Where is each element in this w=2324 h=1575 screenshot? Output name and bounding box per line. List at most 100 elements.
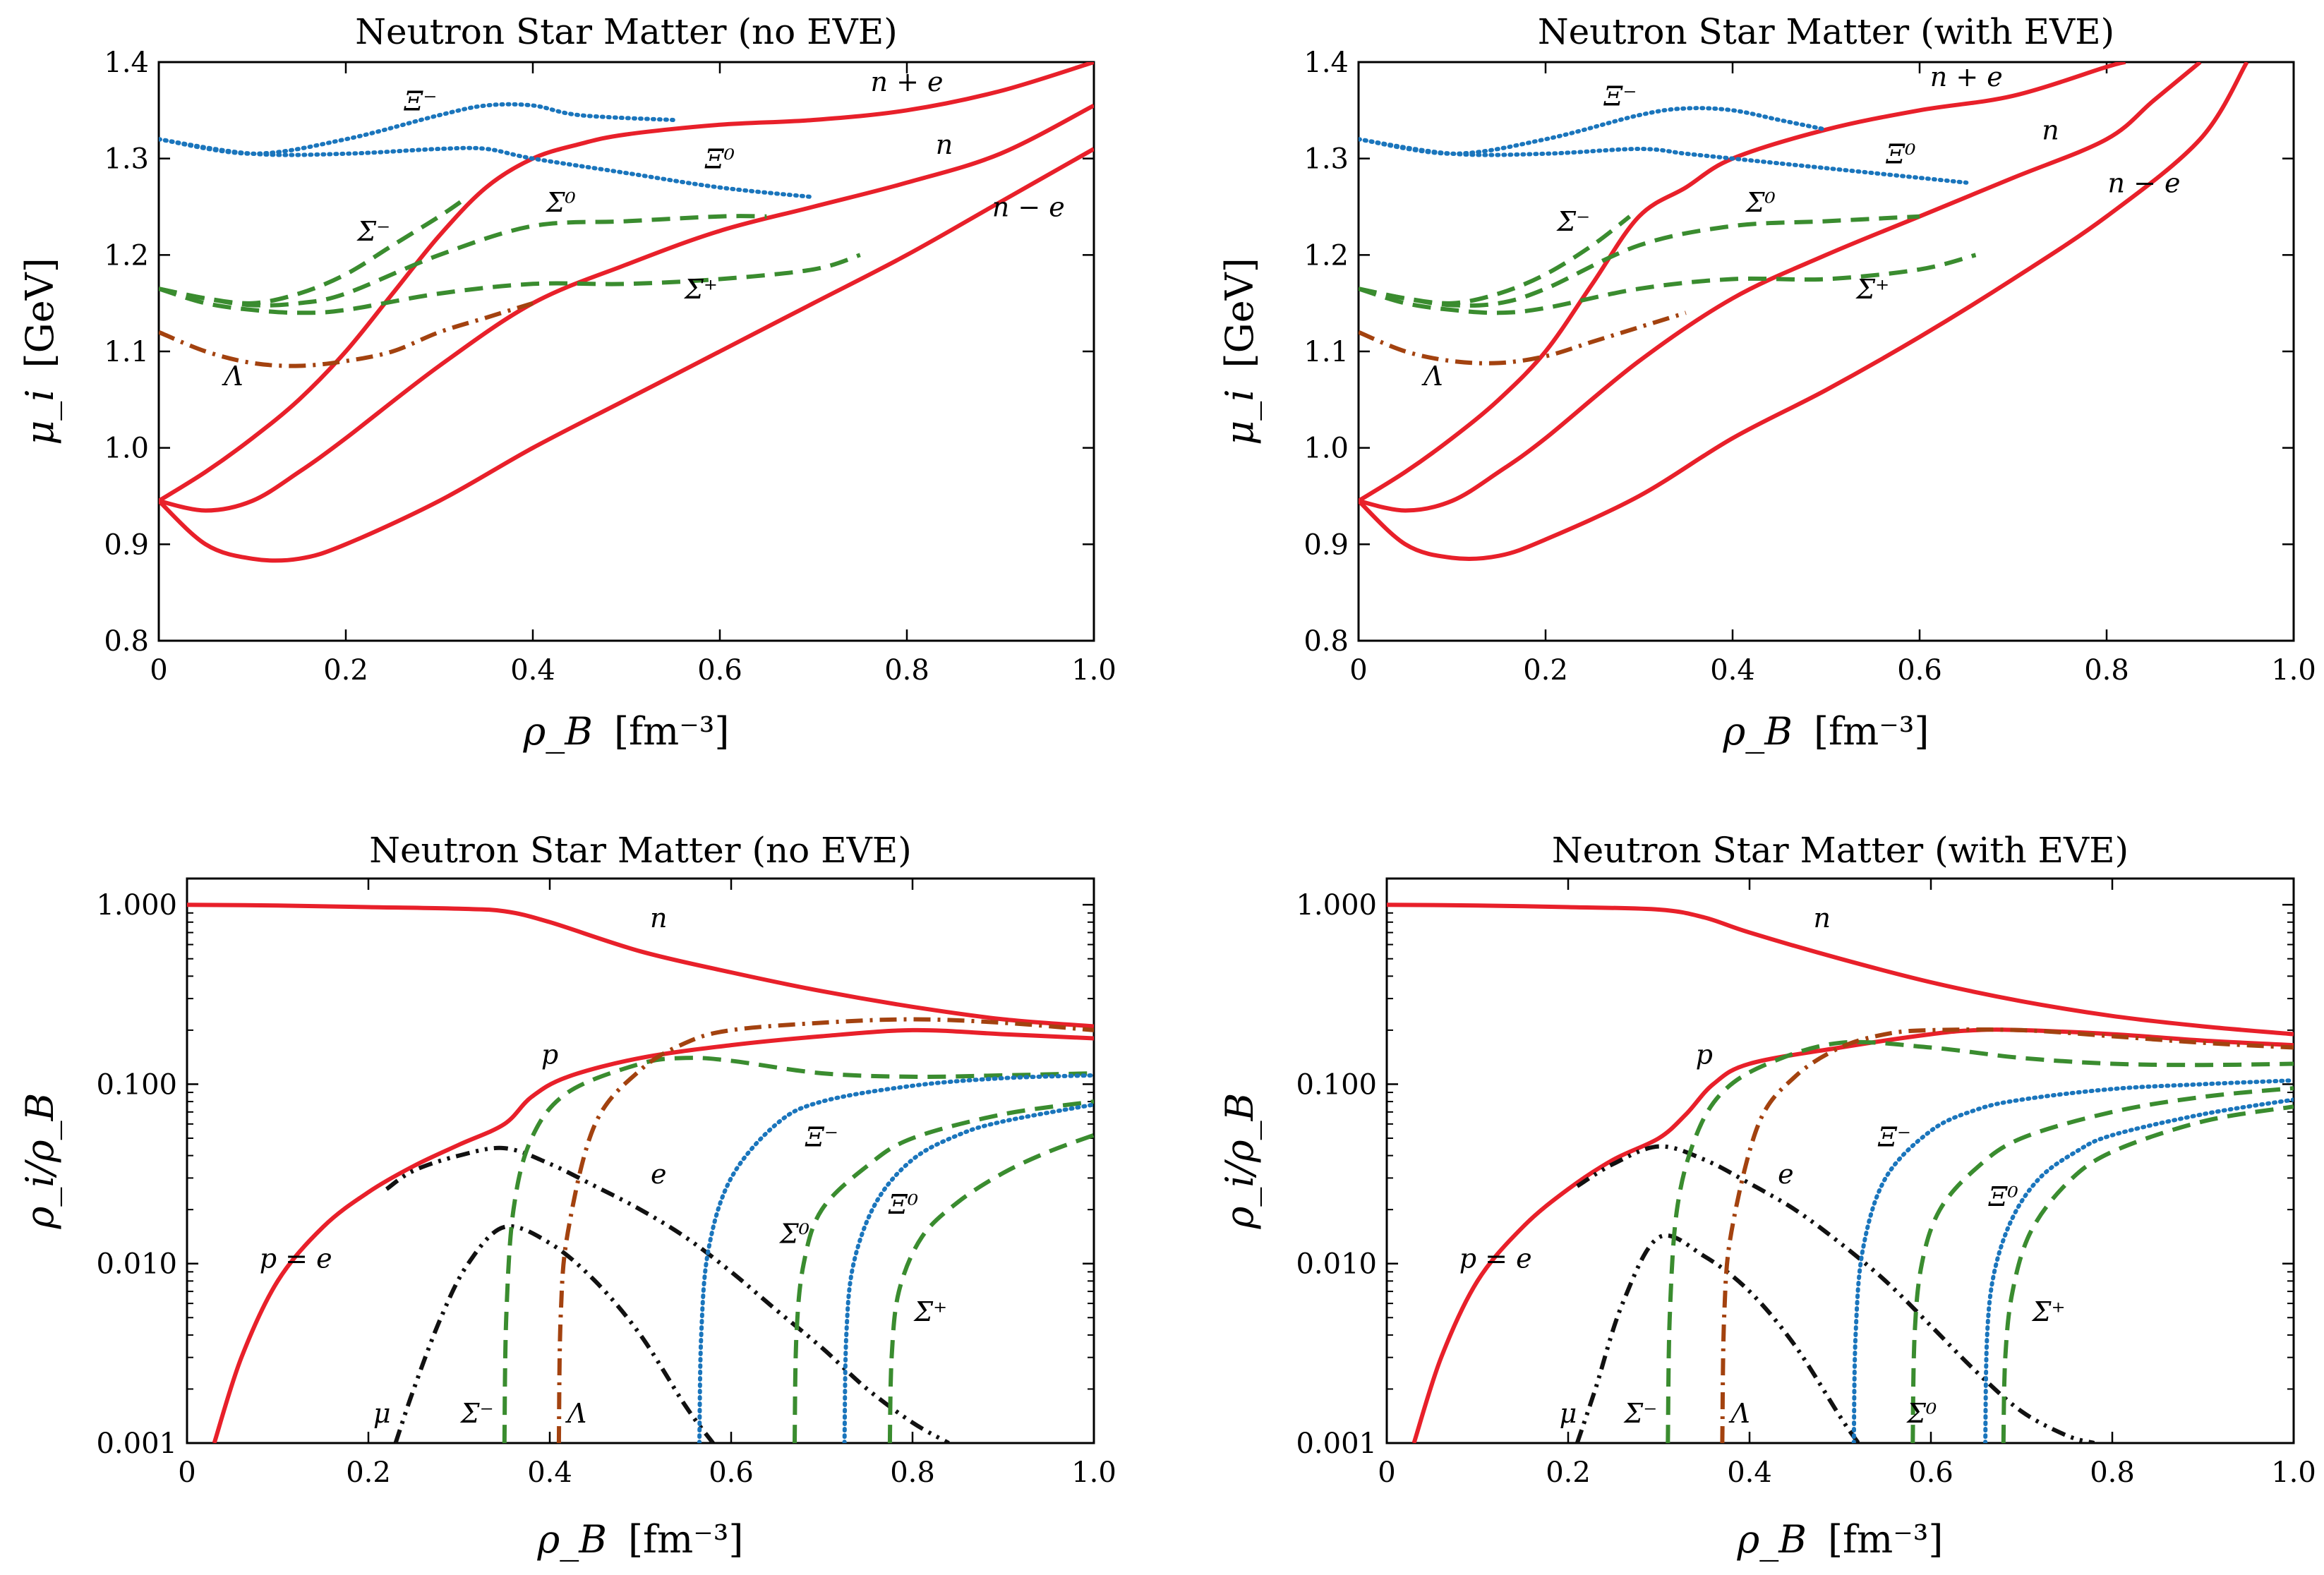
y-tick-label: 1.4	[1304, 47, 1349, 79]
series-line-Σ⁺	[887, 1133, 1094, 1443]
x-tick-label: 0.2	[1546, 1456, 1591, 1489]
x-tick-label: 0.6	[1908, 1456, 1953, 1489]
series-line-p	[212, 1027, 1094, 1443]
y-tick-label: 0.100	[1296, 1068, 1377, 1101]
series-line-Ξ⁻	[1851, 1078, 2294, 1443]
y-axis-label: ρ_i/ρ_B	[1217, 1093, 1262, 1230]
y-tick-label: 1.000	[1296, 889, 1377, 922]
curve-label: n	[936, 129, 953, 160]
y-tick-label: 1.0	[104, 433, 149, 465]
x-axis-label: ρ_B [fm⁻³]	[1737, 1517, 1944, 1562]
chart-panel-mu-no-eve: Neutron Star Matter (no EVE) 0 0.2 0.4 0.6 0.…	[18, 11, 1116, 754]
series-group	[187, 903, 1094, 1443]
curve-label: n − e	[992, 192, 1065, 223]
y-tick-label: 0.8	[104, 625, 149, 658]
curve-label: Σ⁰	[778, 1219, 809, 1250]
series-line-Ξ⁻	[697, 1073, 1094, 1443]
x-tick-label: 0.2	[1523, 654, 1568, 687]
y-tick-label: 1.000	[96, 889, 177, 922]
y-tick-label: 1.0	[1304, 433, 1349, 465]
y-tick-label: 1.1	[104, 336, 149, 368]
curve-label: Σ⁺	[683, 274, 718, 305]
x-axis-symbol: ρ_B	[1737, 1517, 1807, 1562]
y-tick-label: 1.2	[104, 239, 149, 272]
series-line-Σ⁻	[1359, 215, 1632, 306]
y-axis-symbol: ρ_i/ρ_B	[1217, 1093, 1262, 1230]
y-axis-label: ρ_i/ρ_B	[18, 1093, 62, 1230]
chart-panel-frac-with-eve: Neutron Star Matter (with EVE) 0 0.2 0.4 0.6…	[1217, 830, 2316, 1562]
series-line-n+e	[1359, 62, 2126, 503]
curve-label: Ξ⁰	[1988, 1181, 2018, 1212]
series-line-n+e	[159, 62, 1094, 503]
y-tick-label: 1.4	[104, 47, 149, 79]
x-tick-label: 0.8	[890, 1456, 935, 1489]
curve-label: Σ⁰	[545, 187, 576, 218]
x-axis-symbol: ρ_B	[1723, 709, 1793, 754]
curve-label: Λ	[1421, 361, 1443, 392]
curve-label: p = e	[1459, 1243, 1532, 1274]
y-tick-label: 1.2	[1304, 239, 1349, 272]
curve-label: Ξ⁻	[404, 85, 438, 116]
series-line-Ξ⁰	[1983, 1097, 2294, 1443]
y-tick-label: 1.3	[104, 143, 149, 176]
series-line-n	[159, 103, 1094, 513]
curve-label: Ξ⁻	[1877, 1122, 1911, 1153]
x-tick-label: 1.0	[1071, 1456, 1116, 1489]
series-line-Σ⁻	[1666, 1039, 2294, 1443]
y-axis-symbol: μ_i	[1217, 389, 1262, 445]
series-line-Λ	[1720, 1027, 2294, 1443]
curve-label: Σ⁻	[459, 1398, 494, 1429]
curve-label: p	[1696, 1039, 1713, 1070]
y-tick-label: 0.9	[1304, 529, 1349, 561]
x-tick-label: 1.0	[2271, 654, 2316, 687]
series-line-Σ⁰	[159, 214, 767, 308]
chart-panel-mu-with-eve: Neutron Star Matter (with EVE) 0 0.2 0.4 0.6…	[1217, 11, 2316, 754]
curve-label: n	[1814, 903, 1831, 934]
curve-label: Λ	[1728, 1398, 1750, 1429]
y-axis-label: μ_i [GeV]	[18, 258, 62, 445]
curve-label: Σ⁺	[913, 1296, 947, 1327]
x-tick-label: 0.4	[1710, 654, 1755, 687]
curve-label: Σ⁻	[1622, 1398, 1657, 1429]
curve-label: Λ	[565, 1398, 586, 1429]
x-axis-symbol: ρ_B	[523, 709, 593, 754]
curve-label: Ξ⁰	[888, 1189, 918, 1220]
series-line-μ	[393, 1224, 715, 1443]
curve-label: Ξ⁻	[1603, 81, 1637, 112]
curve-label: p = e	[260, 1243, 332, 1274]
curve-label: μ	[373, 1398, 391, 1429]
series-line-e	[385, 1145, 950, 1443]
x-axis-unit: [fm⁻³]	[614, 709, 729, 754]
y-tick-label: 0.001	[1296, 1428, 1377, 1460]
series-line-n	[1359, 62, 2202, 513]
x-tick-label: 1.0	[1071, 654, 1116, 687]
curve-label: Σ⁻	[356, 216, 390, 247]
series-group	[1387, 903, 2294, 1443]
x-axis-symbol: ρ_B	[537, 1517, 607, 1562]
curve-label: p	[541, 1039, 558, 1070]
y-tick-label: 0.100	[96, 1068, 177, 1101]
y-tick-label: 0.010	[1296, 1248, 1377, 1281]
x-tick-label: 0	[178, 1456, 195, 1489]
x-tick-label: 0.8	[884, 654, 929, 687]
curve-label: Ξ⁻	[805, 1122, 838, 1153]
curve-label: μ	[1560, 1398, 1577, 1429]
series-line-n-e	[1359, 62, 2249, 561]
series-line-Σ⁻	[159, 195, 469, 306]
series-line-μ	[1575, 1233, 1860, 1443]
curve-label: Ξ⁰	[1886, 139, 1916, 170]
curve-label: e	[1778, 1159, 1794, 1190]
y-tick-label: 0.001	[96, 1428, 177, 1460]
x-axis-label: ρ_B [fm⁻³]	[523, 709, 730, 754]
series-line-n-e	[159, 147, 1094, 563]
x-tick-label: 0.4	[527, 1456, 572, 1489]
series-line-Σ⁰	[1359, 214, 1920, 308]
x-axis-unit: [fm⁻³]	[1814, 709, 1929, 754]
x-tick-label: 0	[1378, 1456, 1395, 1489]
y-axis-unit: [GeV]	[18, 258, 62, 368]
series-line-Σ⁺	[159, 253, 861, 315]
series-line-Λ	[1359, 310, 1687, 366]
x-tick-label: 0.6	[1897, 654, 1942, 687]
chart-panel-frac-no-eve: Neutron Star Matter (no EVE) 0 0.2 0.4 0.6 0.…	[18, 830, 1116, 1562]
